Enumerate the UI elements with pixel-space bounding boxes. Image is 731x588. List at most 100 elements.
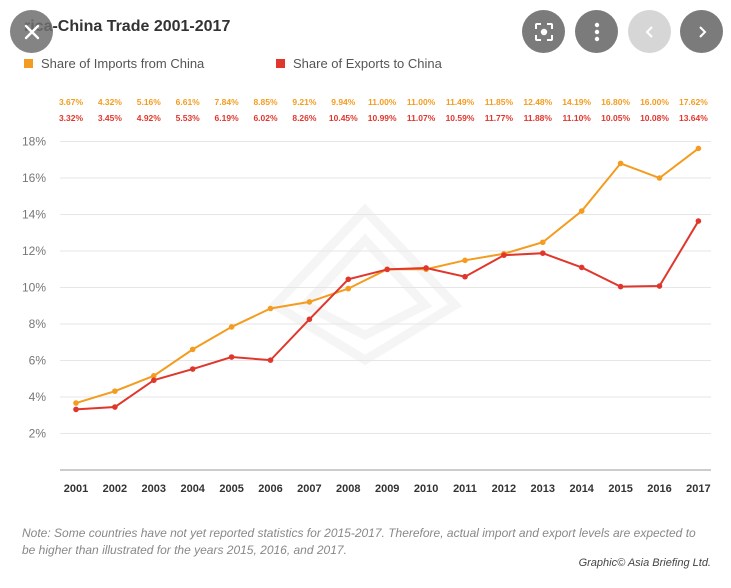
chevron-right-icon xyxy=(698,25,706,38)
data-label-imports: 6.61% xyxy=(176,97,201,107)
data-point-imports xyxy=(73,400,79,406)
lens-icon xyxy=(534,22,553,41)
more-button[interactable] xyxy=(575,10,618,53)
data-point-imports xyxy=(189,346,196,353)
x-tick-label: 2012 xyxy=(492,483,516,495)
data-point-imports xyxy=(345,285,352,292)
data-label-imports: 3.67% xyxy=(59,97,84,107)
more-vert-icon xyxy=(594,22,599,41)
data-label-exports: 11.07% xyxy=(407,113,436,123)
chart-title: rica-China Trade 2001-2017 xyxy=(24,18,231,35)
y-tick-label: 18% xyxy=(22,135,46,149)
data-label-exports: 11.10% xyxy=(563,113,592,123)
x-tick-label: 2001 xyxy=(64,483,88,495)
data-point-imports xyxy=(267,305,274,312)
data-point-exports xyxy=(578,264,585,271)
x-tick-label: 2003 xyxy=(142,483,166,495)
data-point-exports xyxy=(540,250,546,256)
x-tick-label: 2014 xyxy=(569,483,594,495)
data-point-imports xyxy=(306,299,313,305)
lens-button[interactable] xyxy=(522,10,565,53)
legend-imports: Share of Imports from China xyxy=(24,56,204,71)
data-point-exports xyxy=(345,276,352,283)
x-tick-label: 2016 xyxy=(647,483,671,495)
data-point-exports xyxy=(423,265,429,271)
y-tick-label: 8% xyxy=(29,317,47,331)
data-label-imports: 17.62% xyxy=(679,97,708,107)
data-point-exports xyxy=(384,266,391,273)
x-tick-label: 2017 xyxy=(686,483,710,495)
data-label-imports: 11.00% xyxy=(407,97,436,107)
data-point-exports xyxy=(228,354,235,360)
y-tick-label: 4% xyxy=(29,390,47,404)
close-icon xyxy=(24,24,39,39)
x-tick-label: 2010 xyxy=(414,483,438,495)
data-label-exports: 6.19% xyxy=(215,113,240,123)
y-tick-label: 16% xyxy=(22,171,46,185)
series-line-exports xyxy=(75,220,700,411)
data-point-exports xyxy=(462,273,468,280)
y-tick-label: 10% xyxy=(22,281,46,295)
x-tick-label: 2005 xyxy=(219,483,243,495)
data-label-exports: 3.32% xyxy=(59,113,84,123)
x-tick-label: 2002 xyxy=(103,483,127,495)
data-label-imports: 9.94% xyxy=(331,97,356,107)
data-label-exports: 10.59% xyxy=(446,113,475,123)
x-tick-label: 2013 xyxy=(531,483,555,495)
next-button[interactable] xyxy=(680,10,723,53)
data-point-imports xyxy=(656,175,663,181)
data-label-exports: 10.45% xyxy=(329,113,358,123)
legend-exports-label: Share of Exports to China xyxy=(293,56,442,71)
data-label-imports: 4.32% xyxy=(98,97,123,107)
data-label-imports: 11.85% xyxy=(485,97,514,107)
y-tick-label: 12% xyxy=(22,244,46,258)
x-tick-label: 2009 xyxy=(375,483,399,495)
data-point-exports xyxy=(306,316,313,323)
data-label-exports: 10.99% xyxy=(368,113,397,123)
data-label-exports: 10.08% xyxy=(640,113,669,123)
data-label-exports: 8.26% xyxy=(292,113,317,123)
y-tick-label: 6% xyxy=(29,354,47,368)
data-label-exports: 3.45% xyxy=(98,113,123,123)
data-label-exports: 10.05% xyxy=(601,113,630,123)
legend-imports-swatch xyxy=(24,59,33,68)
data-point-exports xyxy=(189,366,196,372)
data-label-imports: 16.00% xyxy=(640,97,669,107)
data-point-imports xyxy=(617,160,624,167)
data-label-exports: 4.92% xyxy=(137,113,162,123)
legend-exports-swatch xyxy=(276,59,285,68)
data-point-exports xyxy=(112,404,118,410)
data-point-exports xyxy=(501,252,507,258)
previous-button[interactable] xyxy=(628,10,671,53)
data-label-exports: 6.02% xyxy=(253,113,278,123)
data-label-exports: 13.64% xyxy=(679,113,708,123)
x-tick-label: 2008 xyxy=(336,483,360,495)
data-label-imports: 11.00% xyxy=(368,97,397,107)
legend-exports: Share of Exports to China xyxy=(276,56,442,71)
data-point-imports xyxy=(228,324,235,330)
series-line-imports xyxy=(75,147,700,404)
data-point-imports xyxy=(151,373,157,379)
data-point-imports xyxy=(540,239,546,246)
x-tick-label: 2011 xyxy=(453,483,477,495)
data-point-imports xyxy=(462,257,468,264)
data-point-exports xyxy=(656,283,663,289)
x-tick-label: 2006 xyxy=(258,483,282,495)
watermark-logo xyxy=(267,203,463,366)
x-tick-label: 2004 xyxy=(180,483,205,495)
data-point-exports xyxy=(617,283,624,290)
data-label-imports: 16.80% xyxy=(601,97,630,107)
data-point-exports xyxy=(73,406,79,413)
data-label-exports: 11.88% xyxy=(524,113,553,123)
data-point-exports xyxy=(695,218,702,224)
data-label-exports: 5.53% xyxy=(176,113,201,123)
footnote: Note: Some countries have not yet report… xyxy=(22,526,696,557)
data-point-imports xyxy=(578,208,585,214)
y-tick-label: 2% xyxy=(29,427,47,441)
data-label-imports: 5.16% xyxy=(137,97,162,107)
data-point-exports xyxy=(267,357,274,363)
chevron-left-icon xyxy=(645,25,653,38)
x-tick-label: 2007 xyxy=(297,483,321,495)
close-button[interactable] xyxy=(10,10,53,53)
credit: Graphic© Asia Briefing Ltd. xyxy=(578,557,711,569)
